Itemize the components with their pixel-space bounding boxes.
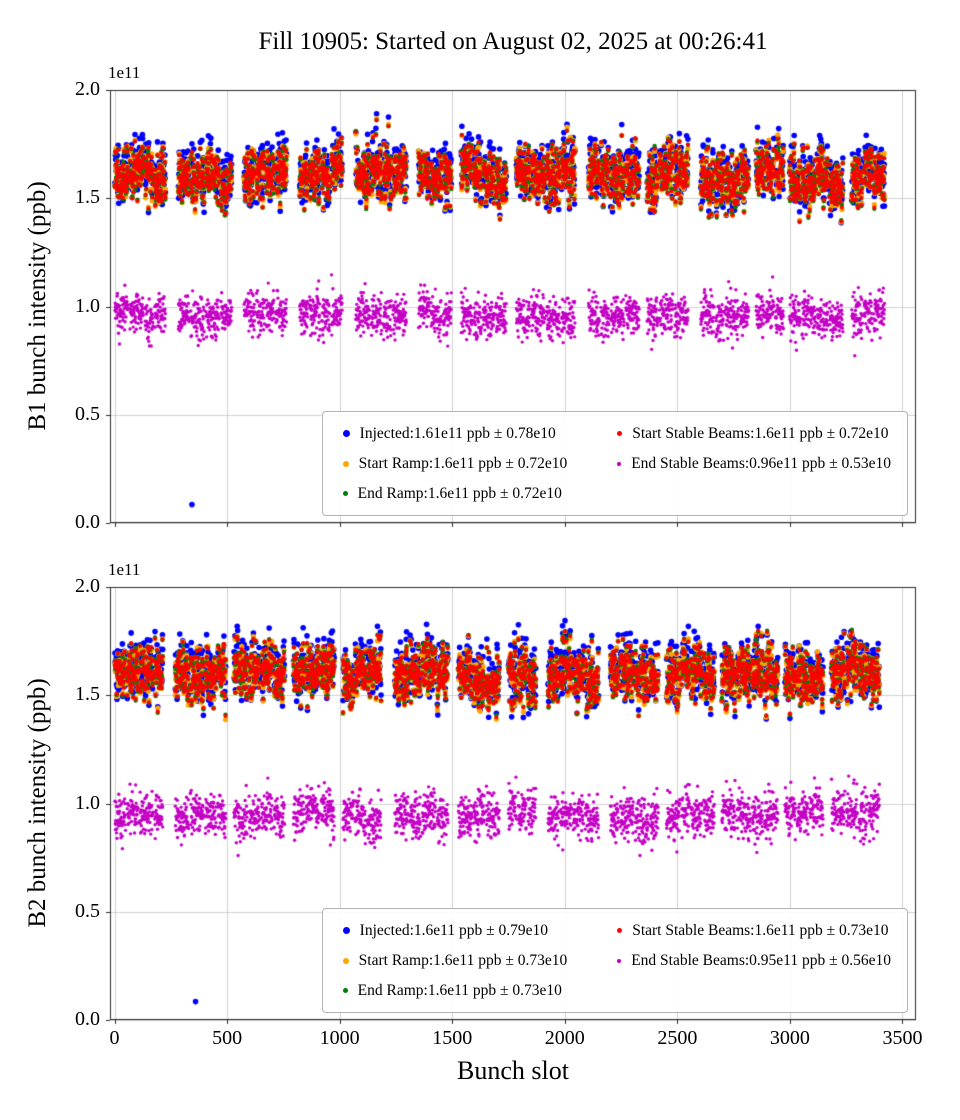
x-tick-label: 0 <box>109 1027 120 1049</box>
legend-entry: Start Stable Beams:1.6e11 ppb ± 0.72e10 <box>609 423 891 444</box>
legend-label: End Ramp:1.6e11 ppb ± 0.73e10 <box>357 981 562 999</box>
legend-label: Start Ramp:1.6e11 ppb ± 0.72e10 <box>358 454 568 472</box>
x-tick-label: 2000 <box>544 1027 585 1049</box>
legend-b1: Injected:1.61e11 ppb ± 0.78e10 Start Ramp… <box>321 411 908 516</box>
legend-label: Start Ramp:1.6e11 ppb ± 0.73e10 <box>358 951 568 969</box>
x-tick-label: 500 <box>212 1027 243 1049</box>
y-tick-label: 1.0 <box>75 294 100 317</box>
legend-entry: Start Ramp:1.6e11 ppb ± 0.73e10 <box>335 950 568 971</box>
y-axis-offset-b1: 1e11 <box>108 63 141 82</box>
legend-marker-dot-icon <box>617 928 623 933</box>
legend-label: Injected:1.61e11 ppb ± 0.78e10 <box>359 424 556 442</box>
legend-label: Start Stable Beams:1.6e11 ppb ± 0.73e10 <box>632 921 889 939</box>
legend-entry: Injected:1.61e11 ppb ± 0.78e10 <box>335 423 568 444</box>
y-tick-label: 0.0 <box>75 511 100 533</box>
y-tick-label: 0.5 <box>75 899 100 922</box>
legend-marker-dot-icon <box>617 958 622 963</box>
y-tick-label: 1.5 <box>75 186 100 209</box>
y-tick-label: 1.5 <box>75 683 100 706</box>
legend-marker-dot-icon <box>617 431 623 436</box>
legend-label: Start Stable Beams:1.6e11 ppb ± 0.72e10 <box>632 424 889 442</box>
x-tick-label: 1000 <box>319 1027 360 1049</box>
legend-entry: End Stable Beams:0.96e11 ppb ± 0.53e10 <box>609 453 891 474</box>
figure-title: Fill 10905: Started on August 02, 2025 a… <box>258 28 768 55</box>
legend-entry: End Ramp:1.6e11 ppb ± 0.72e10 <box>335 483 568 504</box>
y-axis-offset-b2: 1e11 <box>108 560 141 579</box>
legend-entry: End Ramp:1.6e11 ppb ± 0.73e10 <box>335 980 568 1001</box>
legend-label: End Ramp:1.6e11 ppb ± 0.72e10 <box>357 484 562 502</box>
y-tick-label: 0.0 <box>75 1008 100 1030</box>
x-tick-label: 3000 <box>769 1027 810 1049</box>
y-tick-label: 1.0 <box>75 791 100 814</box>
y-tick-label: 0.5 <box>75 402 100 425</box>
x-tick-label: 3500 <box>882 1027 923 1049</box>
legend-marker-dot-icon <box>617 461 622 466</box>
legend-entry: End Stable Beams:0.95e11 ppb ± 0.56e10 <box>609 950 891 971</box>
legend-marker-dot-icon <box>342 430 350 437</box>
x-axis-label: Bunch slot <box>457 1056 569 1085</box>
legend-marker-dot-icon <box>342 491 348 496</box>
legend-marker-dot-icon <box>342 957 349 964</box>
legend-entry: Injected:1.6e11 ppb ± 0.79e10 <box>335 920 568 941</box>
legend-entry: Start Stable Beams:1.6e11 ppb ± 0.73e10 <box>609 920 891 941</box>
legend-entry: Start Ramp:1.6e11 ppb ± 0.72e10 <box>335 453 568 474</box>
legend-b2: Injected:1.6e11 ppb ± 0.79e10 Start Ramp:… <box>321 908 908 1013</box>
legend-label: End Stable Beams:0.95e11 ppb ± 0.56e10 <box>631 951 891 969</box>
legend-label: Injected:1.6e11 ppb ± 0.79e10 <box>359 921 548 939</box>
y-tick-label: 2.0 <box>75 78 100 100</box>
x-tick-label: 2500 <box>657 1027 698 1049</box>
legend-marker-dot-icon <box>342 988 348 993</box>
legend-marker-dot-icon <box>342 927 350 934</box>
y-tick-label: 2.0 <box>75 575 100 597</box>
legend-label: End Stable Beams:0.96e11 ppb ± 0.53e10 <box>631 454 891 472</box>
x-tick-label: 1500 <box>432 1027 473 1049</box>
legend-marker-dot-icon <box>342 460 349 467</box>
